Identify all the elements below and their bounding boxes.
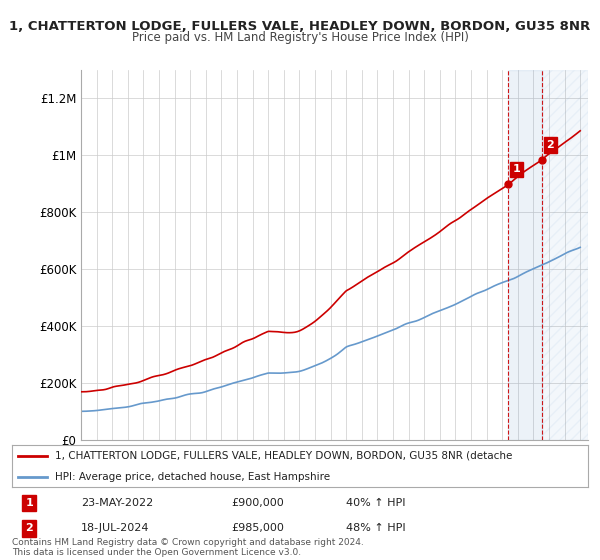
Text: 40% ↑ HPI: 40% ↑ HPI [346,498,406,508]
Text: HPI: Average price, detached house, East Hampshire: HPI: Average price, detached house, East… [55,472,331,482]
Text: Contains HM Land Registry data © Crown copyright and database right 2024.
This d: Contains HM Land Registry data © Crown c… [12,538,364,557]
Text: 1, CHATTERTON LODGE, FULLERS VALE, HEADLEY DOWN, BORDON, GU35 8NR (detache: 1, CHATTERTON LODGE, FULLERS VALE, HEADL… [55,451,512,461]
Text: Price paid vs. HM Land Registry's House Price Index (HPI): Price paid vs. HM Land Registry's House … [131,31,469,44]
Text: 48% ↑ HPI: 48% ↑ HPI [346,523,406,533]
Bar [542,70,588,440]
Text: 23-MAY-2022: 23-MAY-2022 [81,498,154,508]
Text: £900,000: £900,000 [231,498,284,508]
Text: 2: 2 [25,523,33,533]
Text: 1: 1 [25,498,33,508]
Text: 1: 1 [513,164,521,174]
Text: 18-JUL-2024: 18-JUL-2024 [81,523,149,533]
Text: £985,000: £985,000 [231,523,284,533]
Text: 2: 2 [547,140,554,150]
Text: 1, CHATTERTON LODGE, FULLERS VALE, HEADLEY DOWN, BORDON, GU35 8NR: 1, CHATTERTON LODGE, FULLERS VALE, HEADL… [10,20,590,32]
Bar [508,70,542,440]
